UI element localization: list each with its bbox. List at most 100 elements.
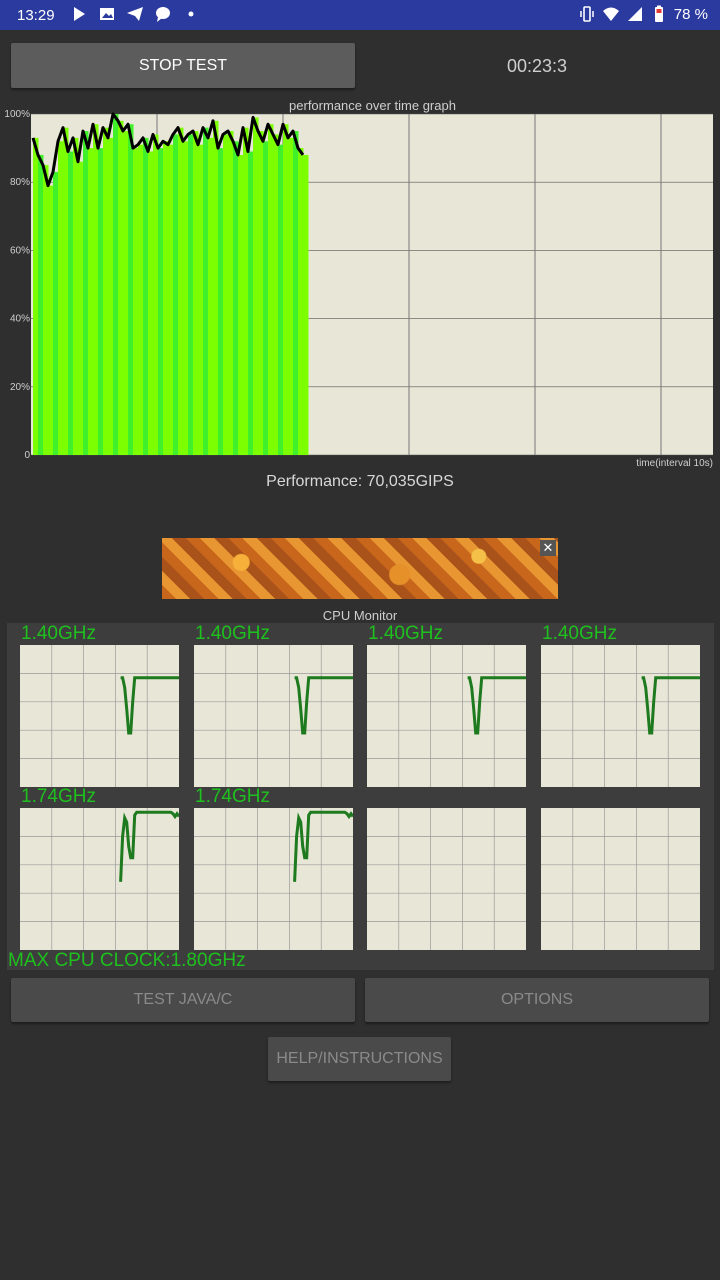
x-axis-label: time(interval 10s) bbox=[636, 458, 713, 469]
status-time: 13:29 bbox=[17, 7, 55, 24]
cpu-frequency-trace bbox=[119, 810, 181, 882]
performance-sample bbox=[118, 120, 124, 455]
performance-sample bbox=[73, 137, 79, 455]
cpu-core-frequency: 1.40GHz bbox=[21, 623, 96, 644]
y-tick-label: 20% bbox=[10, 382, 30, 393]
cpu-frequency-trace bbox=[120, 676, 179, 735]
performance-sample bbox=[133, 148, 139, 455]
performance-sample bbox=[183, 141, 189, 455]
cpu-core-graph bbox=[194, 808, 355, 950]
performance-sample bbox=[228, 131, 234, 456]
performance-sample bbox=[258, 131, 264, 456]
cpu-core-frequency: 1.40GHz bbox=[195, 623, 270, 644]
test-java-c-button[interactable]: TEST JAVA/C bbox=[11, 978, 355, 1022]
performance-sample bbox=[238, 154, 244, 456]
play-icon bbox=[74, 7, 85, 21]
performance-sample bbox=[288, 137, 294, 455]
performance-sample bbox=[293, 131, 299, 456]
stop-test-label: STOP TEST bbox=[138, 57, 228, 74]
cpu-core-frequency: 1.74GHz bbox=[195, 786, 270, 807]
y-tick-label: 80% bbox=[10, 177, 30, 188]
graph-title: performance over time graph bbox=[289, 98, 456, 113]
wifi-icon bbox=[602, 7, 619, 21]
help-instructions-label: HELP/INSTRUCTIONS bbox=[276, 1050, 443, 1067]
cpu-core-chart bbox=[367, 808, 526, 950]
performance-sample bbox=[233, 141, 239, 455]
performance-sample bbox=[113, 114, 119, 455]
options-button[interactable]: OPTIONS bbox=[365, 978, 709, 1022]
max-cpu-clock: MAX CPU CLOCK:1.80GHz bbox=[8, 950, 246, 971]
cpu-core-frequency: 1.40GHz bbox=[368, 623, 443, 644]
status-bar: 13:29 78 % bbox=[0, 0, 720, 30]
performance-sample bbox=[298, 148, 304, 455]
performance-sample bbox=[153, 134, 159, 455]
telegram-icon bbox=[127, 7, 143, 21]
performance-sample bbox=[208, 137, 214, 455]
performance-sample bbox=[48, 185, 54, 456]
performance-sample bbox=[38, 154, 44, 456]
dot-icon bbox=[188, 11, 194, 17]
performance-sample bbox=[303, 154, 309, 456]
performance-sample bbox=[53, 171, 59, 455]
message-icon bbox=[156, 7, 170, 22]
performance-sample bbox=[128, 124, 134, 455]
performance-sample bbox=[178, 127, 184, 455]
performance-line bbox=[31, 112, 305, 188]
performance-sample bbox=[243, 127, 249, 455]
performance-sample bbox=[103, 127, 109, 455]
performance-sample bbox=[143, 137, 149, 455]
battery-icon bbox=[654, 5, 663, 22]
performance-sample bbox=[68, 151, 74, 455]
cpu-frequency-trace bbox=[294, 676, 353, 735]
cpu-core-graph bbox=[367, 645, 526, 787]
performance-sample bbox=[173, 134, 179, 455]
cpu-core-chart bbox=[367, 645, 526, 787]
performance-sample bbox=[158, 148, 164, 455]
performance-sample bbox=[263, 141, 269, 455]
cpu-core-chart bbox=[541, 808, 700, 950]
performance-sample bbox=[33, 137, 39, 455]
performance-sample bbox=[223, 134, 229, 455]
ad-banner[interactable]: ✕ bbox=[162, 538, 558, 599]
elapsed-timer: 00:23:3 bbox=[506, 56, 568, 76]
performance-sample bbox=[188, 134, 194, 455]
performance-sample bbox=[163, 141, 169, 455]
cpu-core-chart bbox=[20, 645, 179, 787]
stop-test-button[interactable]: STOP TEST bbox=[11, 43, 355, 88]
cpu-monitor-title: CPU Monitor bbox=[322, 608, 398, 623]
performance-sample bbox=[203, 127, 209, 455]
performance-sample bbox=[78, 161, 84, 456]
performance-sample bbox=[168, 144, 174, 455]
performance-sample bbox=[248, 151, 254, 455]
performance-sample bbox=[273, 134, 279, 455]
y-tick-label: 60% bbox=[10, 245, 30, 256]
cpu-core-graph bbox=[541, 808, 700, 950]
cpu-core-graph bbox=[20, 645, 179, 787]
cpu-core-graph bbox=[194, 645, 353, 787]
cpu-core-chart bbox=[20, 808, 181, 950]
cpu-frequency-trace bbox=[467, 676, 526, 735]
close-icon[interactable]: ✕ bbox=[540, 540, 556, 556]
help-instructions-button[interactable]: HELP/INSTRUCTIONS bbox=[268, 1037, 451, 1081]
battery-percent: 78 % bbox=[673, 5, 708, 23]
cpu-core-graph bbox=[20, 808, 181, 950]
performance-sample bbox=[278, 144, 284, 455]
performance-sample bbox=[123, 131, 129, 456]
performance-graph: 100% 80% 60% 40% 20% 0 time(interval 10s) bbox=[4, 109, 713, 469]
performance-readout: Performance: 70,035GIPS bbox=[266, 473, 454, 490]
signal-icon bbox=[627, 7, 642, 21]
cpu-core-graph bbox=[367, 808, 526, 950]
cpu-core-chart bbox=[194, 645, 353, 787]
performance-sample bbox=[218, 148, 224, 455]
performance-sample bbox=[43, 165, 49, 455]
vibrate-icon bbox=[580, 6, 594, 22]
performance-sample bbox=[268, 124, 274, 455]
performance-sample bbox=[83, 131, 89, 456]
performance-sample bbox=[138, 144, 144, 455]
cpu-core-chart bbox=[194, 808, 355, 950]
performance-sample bbox=[283, 124, 289, 455]
y-tick-label: 100% bbox=[4, 109, 30, 120]
cpu-core-frequency: 1.74GHz bbox=[21, 786, 96, 807]
performance-sample bbox=[213, 120, 219, 455]
performance-sample bbox=[88, 148, 94, 455]
